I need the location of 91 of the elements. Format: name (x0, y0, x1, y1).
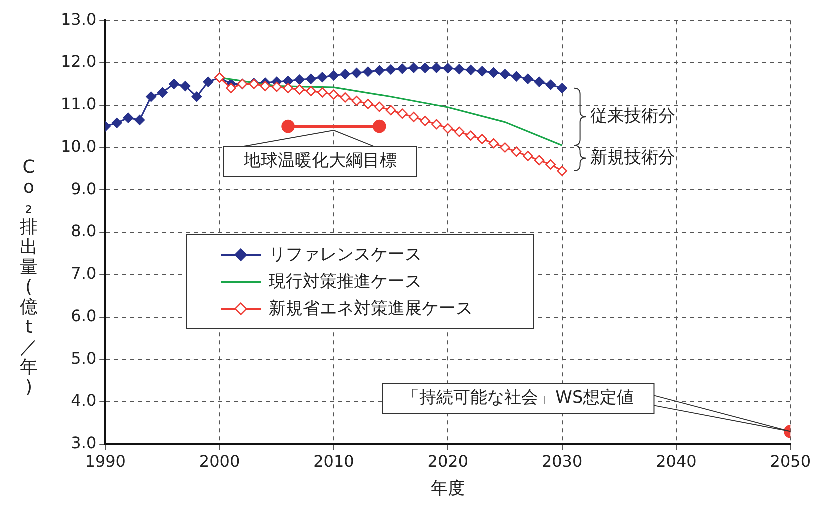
point (352, 68, 362, 78)
point (134, 115, 146, 126)
x-tick-label: 1990 (85, 452, 126, 472)
point (317, 72, 328, 83)
point (546, 160, 556, 170)
legend-label: リファレンスケース (269, 244, 422, 266)
point (123, 112, 134, 124)
point (328, 70, 340, 81)
point (328, 90, 340, 100)
point (420, 62, 430, 74)
y-tick-label: 3.0 (71, 434, 97, 453)
point (546, 80, 556, 90)
point (363, 66, 374, 78)
point (203, 76, 214, 88)
annotation: 従来技術分 (590, 106, 676, 126)
annotation: 「持続可能な社会」WS想定値 (402, 388, 634, 408)
point (386, 105, 396, 116)
annotation: 地球温暖化大綱目標 (242, 150, 397, 171)
point (306, 86, 316, 97)
x-tick-label: 2000 (199, 452, 240, 472)
point (397, 108, 408, 119)
point (146, 92, 156, 102)
y-tick-label: 9.0 (71, 179, 97, 198)
point (454, 64, 465, 74)
point (363, 98, 374, 110)
point (180, 81, 191, 92)
point (397, 64, 408, 74)
point (158, 87, 168, 98)
y-tick-label: 12.0 (61, 52, 97, 72)
x-tick-label: 2030 (542, 452, 583, 472)
point (477, 134, 488, 144)
point (557, 166, 568, 176)
y-tick-label: 7.0 (71, 264, 97, 284)
point (282, 120, 295, 134)
point (511, 146, 522, 158)
point (317, 87, 328, 98)
x-tick-label: 2040 (656, 452, 697, 472)
point (294, 74, 305, 86)
x-axis-title: 年度 (431, 479, 466, 500)
point (226, 83, 236, 94)
point (408, 112, 420, 122)
point (557, 83, 568, 94)
point (408, 62, 420, 74)
point (500, 69, 510, 80)
point (306, 74, 316, 84)
point (432, 119, 442, 130)
point (522, 74, 534, 84)
point (442, 124, 454, 134)
y-tick-label: 13.0 (61, 10, 97, 29)
point (112, 118, 122, 128)
point (488, 138, 499, 149)
point (466, 65, 476, 76)
point (432, 62, 442, 74)
x-tick-label: 2020 (428, 452, 468, 472)
point (488, 68, 499, 78)
point (534, 155, 545, 166)
point (192, 92, 202, 102)
annotation: 新規技術分 (590, 148, 676, 168)
point (272, 82, 282, 92)
point (374, 65, 385, 76)
point (522, 151, 534, 162)
point (442, 63, 454, 74)
y-tick-label: 8.0 (71, 222, 97, 241)
point (168, 79, 180, 90)
point (294, 84, 305, 95)
y-tick-label: 10.0 (61, 136, 97, 156)
point (477, 66, 488, 77)
y-tick-label: 5.0 (71, 348, 97, 368)
point (340, 69, 351, 80)
point (454, 126, 465, 138)
y-tick-label: 11.0 (61, 94, 97, 114)
point (340, 92, 351, 103)
point (283, 83, 294, 94)
point (511, 71, 522, 82)
point (260, 81, 271, 92)
legend-label: 現行対策推進ケース (269, 271, 422, 293)
point (352, 96, 362, 106)
point (372, 120, 386, 134)
point (283, 76, 294, 86)
x-tick-label: 2050 (770, 452, 811, 472)
point (466, 130, 476, 142)
y-tick-label: 6.0 (71, 306, 97, 326)
point (374, 102, 385, 112)
point (420, 116, 430, 126)
x-tick-label: 2010 (314, 452, 354, 472)
point (500, 142, 510, 153)
text: Co₂排出量(億t／年) (20, 157, 38, 398)
y-tick-label: 4.0 (71, 391, 97, 410)
legend-label: 新規省エネ対策進展ケース (269, 298, 473, 320)
point (386, 64, 396, 75)
point (534, 76, 545, 88)
